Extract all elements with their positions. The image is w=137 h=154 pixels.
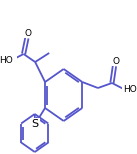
Text: O: O (24, 28, 31, 38)
Text: HO: HO (123, 85, 137, 93)
Text: O: O (113, 57, 120, 65)
Text: S: S (32, 119, 39, 129)
Text: HO: HO (0, 55, 13, 65)
